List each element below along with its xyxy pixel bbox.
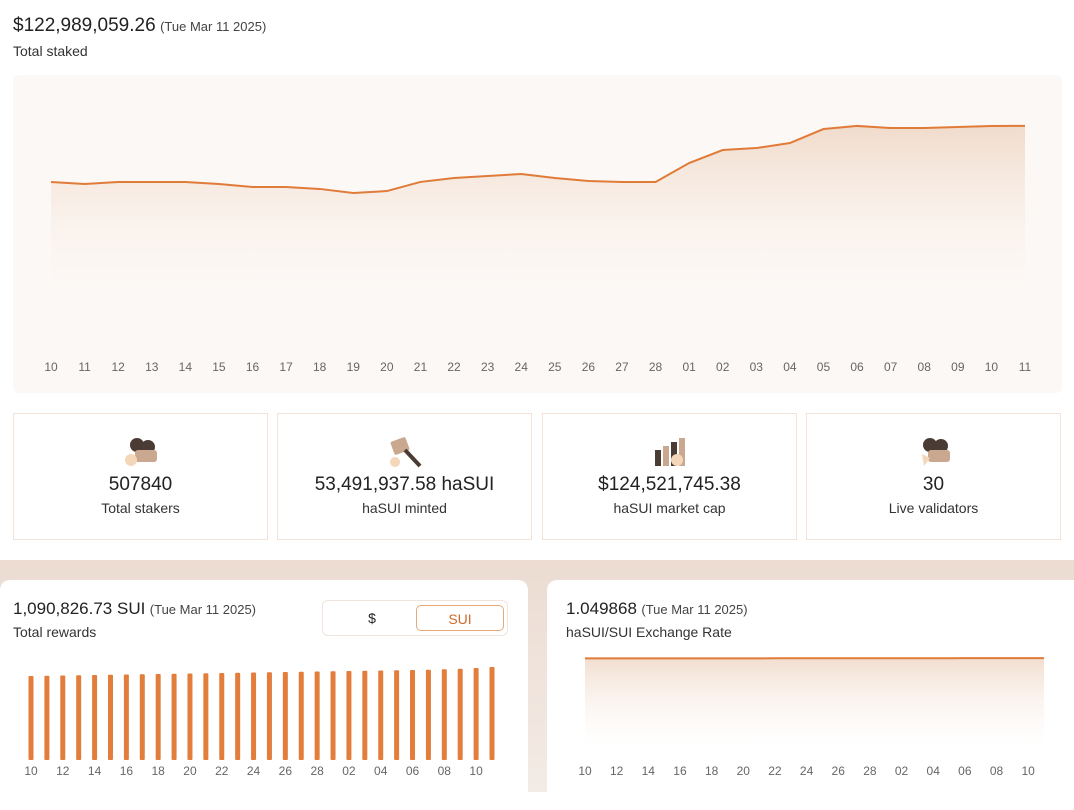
bar	[267, 672, 272, 760]
x-tick-label: 11	[1019, 360, 1032, 374]
x-tick-label: 28	[649, 360, 663, 374]
bar	[44, 676, 49, 760]
x-tick-label: 18	[313, 360, 327, 374]
x-tick-label: 24	[800, 764, 814, 778]
bar	[299, 672, 304, 760]
x-tick-label: 20	[183, 764, 197, 778]
x-tick-label: 06	[406, 764, 420, 778]
bar	[172, 674, 177, 760]
bar	[474, 668, 479, 760]
x-tick-label: 06	[958, 764, 972, 778]
bar	[251, 673, 256, 761]
x-tick-label: 16	[120, 764, 134, 778]
x-tick-label: 06	[850, 360, 864, 374]
x-tick-label: 02	[342, 764, 356, 778]
x-tick-label: 04	[374, 764, 388, 778]
x-tick-label: 23	[481, 360, 495, 374]
x-tick-label: 02	[895, 764, 909, 778]
x-tick-label: 22	[447, 360, 461, 374]
x-tick-label: 13	[145, 360, 159, 374]
x-tick-label: 04	[783, 360, 797, 374]
x-tick-label: 14	[642, 764, 656, 778]
x-tick-label: 20	[380, 360, 394, 374]
bar	[76, 675, 81, 760]
x-tick-label: 18	[705, 764, 719, 778]
bar	[362, 671, 367, 760]
x-tick-label: 21	[414, 360, 428, 374]
bar	[156, 674, 161, 760]
area-fill	[585, 658, 1044, 750]
x-tick-label: 04	[927, 764, 941, 778]
x-tick-label: 10	[469, 764, 483, 778]
x-tick-label: 22	[768, 764, 782, 778]
x-tick-label: 26	[832, 764, 846, 778]
x-tick-label: 10	[1021, 764, 1035, 778]
x-tick-label: 22	[215, 764, 229, 778]
bar	[346, 671, 351, 760]
x-tick-label: 09	[951, 360, 965, 374]
x-tick-label: 12	[111, 360, 125, 374]
bar	[140, 674, 145, 760]
x-tick-label: 26	[279, 764, 293, 778]
bar	[235, 673, 240, 760]
x-tick-label: 11	[78, 360, 91, 374]
x-tick-label: 28	[863, 764, 877, 778]
bar	[203, 673, 208, 760]
bar	[283, 672, 288, 760]
bar	[378, 671, 383, 761]
x-tick-label: 28	[310, 764, 324, 778]
x-tick-label: 20	[737, 764, 751, 778]
x-tick-label: 12	[56, 764, 70, 778]
bar	[219, 673, 224, 760]
area-fill	[51, 126, 1025, 298]
bar	[92, 675, 97, 760]
x-tick-label: 08	[990, 764, 1004, 778]
x-tick-label: 15	[212, 360, 226, 374]
bar	[490, 667, 495, 760]
x-tick-label: 26	[582, 360, 596, 374]
page: $122,989,059.26 (Tue Mar 11 2025) Total …	[0, 0, 1074, 792]
x-tick-label: 12	[610, 764, 624, 778]
bar	[315, 672, 320, 761]
bar	[29, 676, 34, 760]
x-tick-label: 10	[578, 764, 592, 778]
x-tick-label: 10	[24, 764, 38, 778]
x-tick-label: 25	[548, 360, 562, 374]
x-tick-label: 27	[615, 360, 629, 374]
bar	[108, 675, 113, 760]
x-tick-label: 03	[750, 360, 764, 374]
bar	[426, 670, 431, 760]
x-tick-label: 10	[44, 360, 58, 374]
x-tick-label: 24	[247, 764, 261, 778]
bar	[187, 674, 192, 761]
bar	[394, 670, 399, 760]
x-tick-label: 14	[88, 764, 102, 778]
x-tick-label: 17	[279, 360, 293, 374]
x-tick-label: 02	[716, 360, 730, 374]
bar	[124, 675, 129, 761]
charts: 10 11 12 13 14 15 16 17 18 19 20 21 22 23 24 25 26 27 28 01…	[0, 0, 1074, 792]
x-tick-label: 16	[673, 764, 687, 778]
x-tick-label: 07	[884, 360, 898, 374]
x-tick-label: 10	[985, 360, 999, 374]
x-tick-label: 24	[515, 360, 529, 374]
x-tick-label: 16	[246, 360, 260, 374]
x-tick-label: 05	[817, 360, 831, 374]
x-tick-label: 19	[347, 360, 361, 374]
x-tick-label: 14	[179, 360, 193, 374]
bar	[442, 669, 447, 760]
bar	[331, 671, 336, 760]
x-tick-label: 18	[151, 764, 165, 778]
x-tick-label: 08	[438, 764, 452, 778]
bar	[60, 676, 65, 761]
x-tick-label: 08	[918, 360, 932, 374]
bar	[410, 670, 415, 760]
bar	[458, 669, 463, 760]
x-tick-label: 01	[682, 360, 696, 374]
